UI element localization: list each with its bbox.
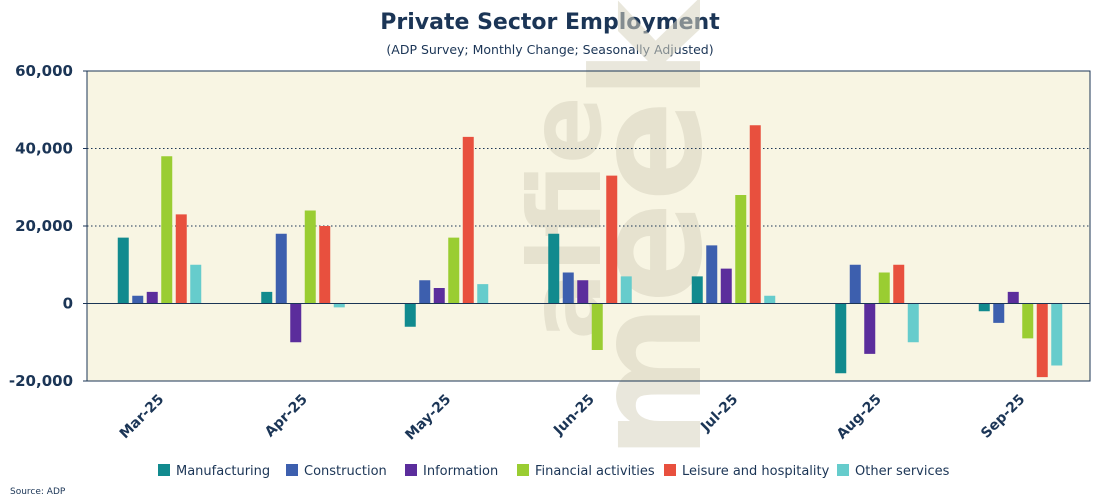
bar — [419, 280, 431, 304]
watermark-word-2: meek — [562, 0, 736, 460]
bar — [893, 264, 905, 304]
y-tick-label: 40,000 — [15, 140, 73, 158]
bar — [132, 295, 144, 304]
x-tick-label: Sep-25 — [978, 392, 1028, 442]
bar — [161, 156, 173, 304]
legend-item: Other services — [837, 464, 950, 479]
bar — [304, 210, 316, 304]
bar — [591, 303, 603, 350]
bar — [577, 280, 589, 304]
bar — [146, 291, 158, 304]
bar — [606, 175, 618, 304]
legend: Manufacturing Construction Information Fina… — [158, 464, 950, 479]
bar — [448, 237, 460, 304]
y-tick-label: 20,000 — [15, 217, 73, 235]
bar — [477, 284, 489, 304]
legend-item: Manufacturing — [158, 464, 270, 479]
chart-subtitle: (ADP Survey; Monthly Change; Seasonally … — [386, 42, 713, 57]
legend-swatch — [664, 464, 676, 476]
x-tick-label: Mar-25 — [117, 392, 168, 443]
bar — [993, 303, 1005, 323]
bar — [749, 125, 761, 304]
bar — [720, 268, 732, 304]
bar — [404, 303, 416, 327]
bar — [978, 303, 990, 312]
bar — [333, 303, 345, 308]
bar — [462, 136, 474, 304]
watermark: alfie meek — [507, 0, 736, 460]
legend-label: Financial activities — [535, 464, 655, 479]
legend-item: Construction — [286, 464, 387, 479]
bar — [1007, 291, 1019, 304]
legend-label: Information — [423, 464, 498, 479]
source-note: Source: ADP — [10, 487, 66, 497]
bar — [117, 237, 129, 304]
y-axis: 60,000 40,000 20,000 0 -20,000 — [9, 62, 87, 390]
bar — [319, 226, 331, 304]
bar — [175, 214, 187, 304]
bars — [117, 125, 1063, 378]
y-tick-label: 60,000 — [15, 62, 73, 80]
bar — [275, 233, 287, 304]
chart-title: Private Sector Employment — [380, 10, 720, 35]
y-tick-label: -20,000 — [9, 372, 73, 390]
legend-swatch — [286, 464, 298, 476]
bar — [261, 291, 273, 304]
x-tick-label: Apr-25 — [262, 392, 311, 441]
legend-label: Other services — [855, 464, 950, 479]
legend-swatch — [837, 464, 849, 476]
bar — [835, 303, 847, 374]
legend-swatch — [158, 464, 170, 476]
legend-label: Manufacturing — [176, 464, 270, 479]
legend-item: Financial activities — [517, 464, 655, 479]
legend-swatch — [405, 464, 417, 476]
bar — [706, 245, 718, 304]
legend-item: Leisure and hospitality — [664, 464, 830, 479]
bar — [548, 233, 560, 304]
legend-label: Leisure and hospitality — [682, 464, 830, 479]
bar — [735, 195, 747, 304]
bar — [1022, 303, 1034, 339]
bar — [878, 272, 890, 304]
bar — [433, 288, 445, 304]
bar — [864, 303, 876, 354]
x-tick-label: Aug-25 — [834, 392, 885, 443]
bar — [620, 276, 632, 304]
bar — [849, 264, 861, 304]
legend-item: Information — [405, 464, 498, 479]
bar — [1051, 303, 1063, 366]
bar — [190, 264, 202, 304]
bar — [1036, 303, 1048, 378]
bar — [562, 272, 574, 304]
x-tick-label: May-25 — [402, 392, 454, 444]
legend-swatch — [517, 464, 529, 476]
bar — [907, 303, 919, 343]
y-tick-label: 0 — [63, 295, 73, 313]
bar — [764, 295, 776, 304]
gridlines — [87, 148, 1090, 227]
bar — [691, 276, 703, 304]
bar — [290, 303, 302, 343]
legend-label: Construction — [304, 464, 387, 479]
